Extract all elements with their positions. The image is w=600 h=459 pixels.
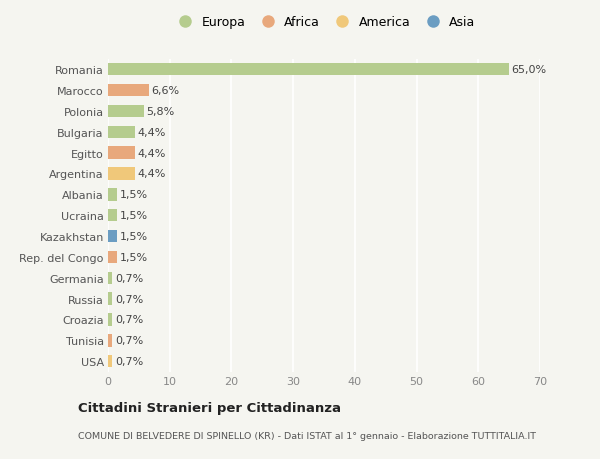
Bar [108, 230, 117, 243]
Bar [108, 147, 135, 160]
Text: 1,5%: 1,5% [120, 190, 148, 200]
Text: 0,7%: 0,7% [115, 336, 143, 346]
Bar [108, 251, 117, 263]
Bar [108, 334, 112, 347]
Bar [108, 313, 112, 326]
Bar [108, 209, 117, 222]
Legend: Europa, Africa, America, Asia: Europa, Africa, America, Asia [173, 16, 475, 29]
Text: 5,8%: 5,8% [146, 106, 175, 117]
Text: 0,7%: 0,7% [115, 273, 143, 283]
Text: 4,4%: 4,4% [137, 169, 166, 179]
Text: 0,7%: 0,7% [115, 294, 143, 304]
Bar [108, 272, 112, 285]
Bar [108, 64, 509, 76]
Text: COMUNE DI BELVEDERE DI SPINELLO (KR) - Dati ISTAT al 1° gennaio - Elaborazione T: COMUNE DI BELVEDERE DI SPINELLO (KR) - D… [78, 431, 536, 440]
Bar [108, 293, 112, 305]
Text: 4,4%: 4,4% [137, 148, 166, 158]
Text: 1,5%: 1,5% [120, 252, 148, 263]
Text: 0,7%: 0,7% [115, 356, 143, 366]
Text: 1,5%: 1,5% [120, 231, 148, 241]
Bar [108, 189, 117, 201]
Bar [108, 106, 144, 118]
Bar [108, 168, 135, 180]
Bar [108, 355, 112, 368]
Text: 65,0%: 65,0% [512, 65, 547, 75]
Text: Cittadini Stranieri per Cittadinanza: Cittadini Stranieri per Cittadinanza [78, 401, 341, 414]
Text: 1,5%: 1,5% [120, 211, 148, 221]
Bar [108, 126, 135, 139]
Text: 0,7%: 0,7% [115, 315, 143, 325]
Text: 4,4%: 4,4% [137, 128, 166, 138]
Bar [108, 84, 149, 97]
Text: 6,6%: 6,6% [151, 86, 179, 96]
